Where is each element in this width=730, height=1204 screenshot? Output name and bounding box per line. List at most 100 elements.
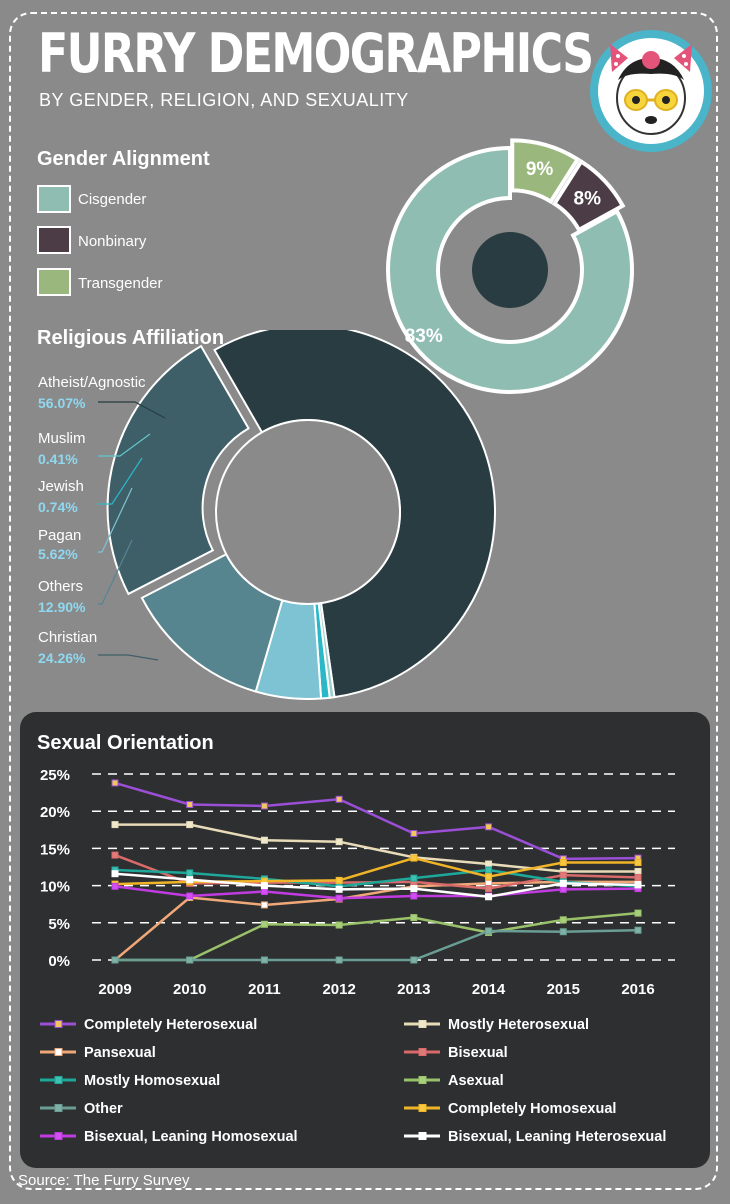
- data-point: [634, 881, 642, 889]
- religion-leader-line: [98, 487, 133, 553]
- data-point: [559, 879, 567, 887]
- religion-leader-line: [98, 401, 166, 419]
- data-point: [335, 894, 343, 902]
- legend-label: Completely Heterosexual: [84, 1017, 257, 1033]
- legend-marker: [54, 1048, 63, 1056]
- data-point: [186, 821, 194, 829]
- legend-swatch-cisgender: [37, 185, 71, 213]
- legend-label: Mostly Heterosexual: [448, 1017, 589, 1033]
- data-point: [186, 892, 194, 900]
- series-line-completely-heterosexual: [114, 781, 639, 861]
- religion-label-atheist: Atheist/Agnostic: [38, 374, 146, 391]
- x-tick-label: 2016: [621, 981, 654, 998]
- gender-value-label-transgender: 9%: [526, 159, 554, 180]
- series-line-other: [115, 928, 639, 962]
- legend-label-cisgender: Cisgender: [78, 191, 147, 208]
- legend-label: Mostly Homosexual: [84, 1073, 220, 1089]
- data-point: [485, 873, 493, 881]
- religion-leader-line: [98, 539, 133, 605]
- legend-item: Bisexual, Leaning Homosexual: [40, 1129, 298, 1145]
- orientation-heading: Sexual Orientation: [37, 732, 214, 754]
- x-tick-label: 2011: [248, 981, 281, 998]
- data-point: [260, 901, 268, 909]
- data-point: [410, 914, 418, 922]
- y-tick-label: 15%: [40, 841, 70, 858]
- data-point: [260, 836, 268, 844]
- religion-value-jewish: 0.74%: [38, 499, 78, 515]
- data-point: [410, 885, 418, 893]
- gender-heading: Gender Alignment: [37, 148, 210, 170]
- religion-donut-hole: [215, 419, 401, 605]
- data-point: [410, 830, 418, 838]
- religion-donut-chart: [98, 330, 496, 700]
- data-point: [559, 885, 567, 893]
- legend-item: Completely Homosexual: [404, 1101, 616, 1117]
- legend-label: Completely Homosexual: [448, 1101, 616, 1117]
- gender-slice-cisgender: [386, 145, 634, 394]
- legend-marker: [418, 1132, 427, 1140]
- religion-value-others: 12.90%: [38, 599, 86, 615]
- legend-swatch-transgender: [37, 268, 71, 296]
- series-line-bisexual-leaning-homosexual: [114, 885, 639, 900]
- legend-marker: [54, 1020, 63, 1028]
- legend-marker: [418, 1048, 427, 1056]
- data-point: [485, 823, 493, 831]
- gender-value-label-nonbinary: 8%: [574, 188, 602, 209]
- legend-item: Bisexual, Leaning Heterosexual: [404, 1129, 666, 1145]
- legend-label: Pansexual: [84, 1045, 156, 1061]
- data-point: [410, 892, 418, 900]
- legend-marker: [54, 1132, 63, 1140]
- religion-label-pagan: Pagan: [38, 527, 82, 544]
- religion-heading: Religious Affiliation: [37, 327, 225, 349]
- data-point: [559, 871, 567, 879]
- legend-item: Mostly Homosexual: [40, 1073, 220, 1089]
- religion-label-others: Others: [38, 578, 84, 595]
- data-point: [260, 920, 268, 928]
- legend-item: Mostly Heterosexual: [404, 1017, 589, 1033]
- series-line-mostly-homosexual: [114, 868, 639, 888]
- religion-value-muslim: 0.41%: [38, 451, 78, 467]
- legend-label: Bisexual, Leaning Heterosexual: [448, 1129, 666, 1145]
- data-point: [335, 921, 343, 929]
- data-point: [260, 882, 268, 890]
- x-tick-label: 2010: [173, 981, 206, 998]
- data-point: [634, 867, 642, 875]
- religion-leader-line: [98, 457, 143, 505]
- data-point: [111, 882, 119, 890]
- y-tick-label: 20%: [40, 804, 70, 821]
- dashed-frame: [9, 12, 718, 1190]
- panda-with-bow-icon: [590, 30, 712, 152]
- series-line-pansexual: [114, 880, 638, 961]
- data-point: [485, 866, 493, 874]
- data-point: [335, 838, 343, 846]
- gender-donut-chart: 9% 8% 83%: [386, 138, 634, 394]
- data-point: [485, 927, 493, 935]
- legend-marker: [54, 1076, 63, 1084]
- legend-swatch-nonbinary: [37, 226, 71, 254]
- data-point: [559, 859, 567, 867]
- data-point: [485, 860, 493, 868]
- data-point: [410, 854, 418, 862]
- data-point: [335, 876, 343, 884]
- data-point: [634, 909, 642, 917]
- legend-marker: [418, 1104, 427, 1112]
- legend-item: Bisexual: [404, 1045, 508, 1061]
- y-tick-label: 10%: [40, 879, 70, 896]
- page-subtitle: BY GENDER, RELIGION, AND SEXUALITY: [39, 90, 409, 110]
- religion-label-christian: Christian: [38, 629, 98, 646]
- gender-slice-transgender: [510, 138, 581, 205]
- legend-label-nonbinary: Nonbinary: [78, 233, 147, 250]
- legend-item: Completely Heterosexual: [40, 1017, 257, 1033]
- legend-marker: [418, 1076, 427, 1084]
- data-point: [111, 821, 119, 829]
- data-point: [186, 876, 194, 884]
- data-point: [186, 956, 194, 964]
- religion-leader-line: [98, 654, 159, 661]
- data-point: [634, 873, 642, 881]
- x-tick-label: 2009: [98, 981, 131, 998]
- y-tick-label: 5%: [48, 916, 70, 933]
- x-tick-label: 2012: [322, 981, 355, 998]
- religion-value-atheist: 56.07%: [38, 395, 86, 411]
- data-point: [410, 874, 418, 882]
